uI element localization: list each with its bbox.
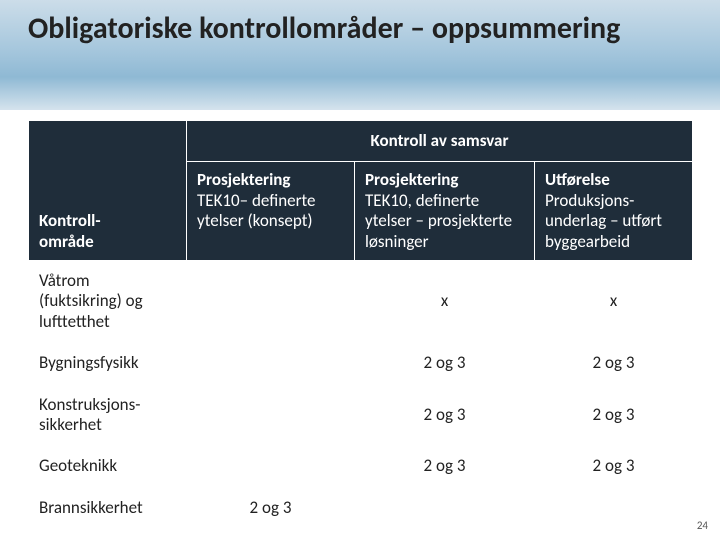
header-row-header-plain: område xyxy=(39,231,94,252)
header-col-3-bold: Prosjektering xyxy=(365,169,458,190)
cell: 2 og 3 xyxy=(187,487,355,528)
page-number: 24 xyxy=(697,519,708,532)
title-band: Obligatoriske kontrollområder – oppsumme… xyxy=(0,0,720,110)
table-row: Bygningsfysikk 2 og 3 2 og 3 xyxy=(29,343,693,384)
header-col-2-bold: Prosjektering xyxy=(197,169,290,190)
row-label: Våtrom (fuktsikring) og lufttetthet xyxy=(29,260,187,342)
cell: 2 og 3 xyxy=(355,384,535,446)
table-container: Kontroll-område Kontroll av samsvar Pros… xyxy=(28,120,692,529)
page-title: Obligatoriske kontrollområder – oppsumme… xyxy=(28,12,692,47)
cell xyxy=(355,487,535,528)
table-row: Geoteknikk 2 og 3 2 og 3 xyxy=(29,446,693,487)
header-span-heading: Kontroll av samsvar xyxy=(187,121,693,162)
header-row-header-bold: Kontroll- xyxy=(39,210,101,231)
cell xyxy=(187,446,355,487)
row-label: Bygningsfysikk xyxy=(29,343,187,384)
table-row: Brannsikkerhet 2 og 3 xyxy=(29,487,693,528)
slide: Obligatoriske kontrollområder – oppsumme… xyxy=(0,0,720,540)
cell: 2 og 3 xyxy=(355,446,535,487)
cell: 2 og 3 xyxy=(535,384,693,446)
table-row: Våtrom (fuktsikring) og lufttetthet x x xyxy=(29,260,693,342)
cell: 2 og 3 xyxy=(535,446,693,487)
cell: 2 og 3 xyxy=(355,343,535,384)
header-col-2: Prosjektering TEK10– definerte ytelser (… xyxy=(187,162,355,261)
cell: x xyxy=(535,260,693,342)
control-areas-table: Kontroll-område Kontroll av samsvar Pros… xyxy=(28,120,693,529)
header-row-header: Kontroll-område xyxy=(29,121,187,261)
cell xyxy=(187,384,355,446)
cell xyxy=(535,487,693,528)
row-label: Konstruksjons-sikkerhet xyxy=(29,384,187,446)
row-label: Geoteknikk xyxy=(29,446,187,487)
cell: x xyxy=(355,260,535,342)
table-header-row-top: Kontroll-område Kontroll av samsvar xyxy=(29,121,693,162)
header-col-3: Prosjektering TEK10, definerte ytelser –… xyxy=(355,162,535,261)
cell: 2 og 3 xyxy=(535,343,693,384)
header-col-4: Utførelse Produksjons-underlag – utført … xyxy=(535,162,693,261)
cell xyxy=(187,343,355,384)
header-col-2-plain: TEK10– definerte ytelser (konsept) xyxy=(197,190,316,231)
header-col-4-bold: Utførelse xyxy=(545,169,610,190)
row-label: Brannsikkerhet xyxy=(29,487,187,528)
header-col-4-plain: Produksjons-underlag – utført byggearbei… xyxy=(545,190,662,252)
header-col-3-plain: TEK10, definerte ytelser – prosjekterte … xyxy=(365,190,512,252)
table-row: Konstruksjons-sikkerhet 2 og 3 2 og 3 xyxy=(29,384,693,446)
cell xyxy=(187,260,355,342)
